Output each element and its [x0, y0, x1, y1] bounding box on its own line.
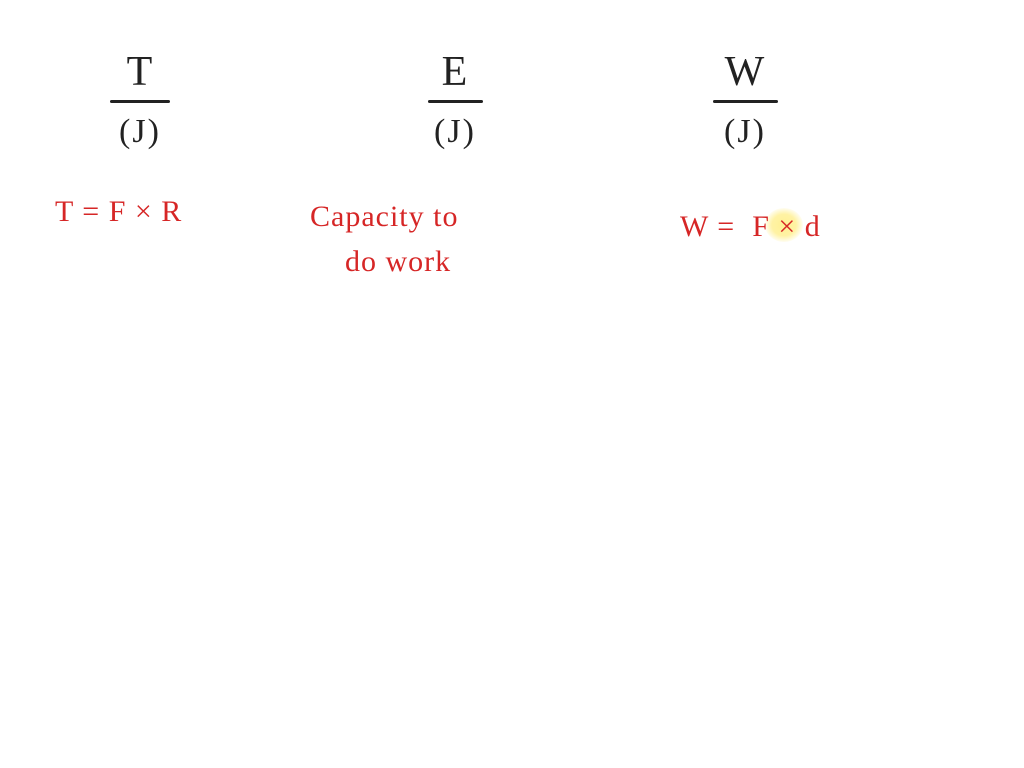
formula-torque: T = F × R [55, 195, 182, 229]
unit-E: (J) [395, 113, 515, 151]
column-torque: T (J) [80, 48, 200, 151]
formula-work: W = F × d [680, 210, 821, 244]
unit-T: (J) [80, 113, 200, 151]
symbol-E: E [395, 48, 515, 96]
column-energy: E (J) [395, 48, 515, 151]
whiteboard-canvas: T (J) E (J) W (J) T = F × R Capacity to … [0, 0, 1024, 768]
symbol-T: T [80, 48, 200, 96]
note-energy-line2: do work [345, 245, 451, 279]
unit-W: (J) [680, 113, 810, 151]
underline-E [428, 100, 483, 103]
column-work: W (J) [680, 48, 810, 151]
symbol-W: W [680, 48, 810, 96]
note-energy-line1: Capacity to [310, 200, 458, 234]
underline-W [713, 100, 778, 103]
underline-T [110, 100, 170, 103]
